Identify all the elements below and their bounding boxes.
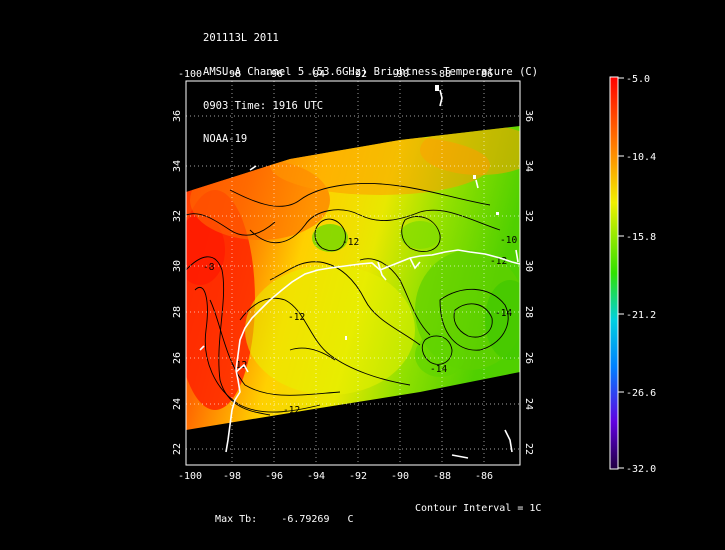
lon-tick-label: -90 <box>391 471 409 482</box>
max-tb-value: -6.79269 <box>281 514 330 525</box>
header-product: AMSU-A Channel 5 (53.6GHz) Brightness Te… <box>203 66 539 78</box>
lat-tick-label: 24 <box>172 398 183 410</box>
colorbar-label: -21.2 <box>626 310 656 321</box>
lon-tick-label: -98 <box>223 69 241 80</box>
colorbar-label: -32.0 <box>626 464 656 475</box>
lat-tick-label: 32 <box>523 210 534 222</box>
lat-tick-label: 22 <box>523 443 534 455</box>
contour-label: -10 <box>500 235 517 246</box>
lat-tick-label: 32 <box>172 210 183 222</box>
lat-tick-label: 24 <box>523 398 534 410</box>
lon-ticks-top: -100 -98 -96 -94 -92 -90 -88 -86 <box>178 69 493 80</box>
contour-label: -12 <box>230 360 247 371</box>
lat-tick-label: 34 <box>523 160 534 172</box>
lat-tick-label: 34 <box>172 160 183 172</box>
lon-tick-label: -98 <box>223 471 241 482</box>
lon-tick-label: -86 <box>475 471 493 482</box>
lon-tick-label: -92 <box>349 471 367 482</box>
contour-label: -12 <box>288 312 305 323</box>
contour-label: -14 <box>430 364 447 375</box>
max-tb: Max Tb: -6.79269 C <box>203 503 354 525</box>
contour-label: -12 <box>490 256 507 267</box>
contour-interval: Contour Interval = 1C <box>415 503 542 514</box>
lat-tick-label: 28 <box>523 306 534 318</box>
lat-tick-label: 22 <box>172 443 183 455</box>
colorbar-label: -15.8 <box>626 232 656 243</box>
contour-label: -14 <box>495 308 512 319</box>
lon-tick-label: -94 <box>307 69 325 80</box>
max-tb-unit: C <box>347 514 354 525</box>
lon-ticks-bottom: -100 -98 -96 -94 -92 -90 -88 -86 <box>178 471 493 482</box>
lon-tick-label: -86 <box>475 69 493 80</box>
max-tb-label: Max Tb: <box>215 514 258 525</box>
lon-tick-label: -96 <box>265 69 283 80</box>
lat-tick-label: 36 <box>523 110 534 122</box>
lat-tick-label: 30 <box>172 260 183 272</box>
lat-tick-label: 26 <box>523 352 534 364</box>
lat-tick-label: 36 <box>172 110 183 122</box>
lat-tick-label: 26 <box>172 352 183 364</box>
contour-label: -12 <box>283 405 300 416</box>
lon-tick-label: -88 <box>433 471 451 482</box>
header-satellite: NOAA-19 <box>203 133 248 146</box>
lat-tick-label: 28 <box>172 306 183 318</box>
colorbar-label: -5.0 <box>626 74 650 85</box>
colorbar-labels: -5.0 -10.4 -15.8 -21.2 -26.6 -32.0 <box>626 74 656 475</box>
colorbar-label: -26.6 <box>626 388 656 399</box>
colorbar <box>609 76 619 470</box>
lon-tick-label: -88 <box>433 69 451 80</box>
coastline <box>199 89 521 459</box>
map-header: 201113L 2011 AMSU-A Channel 5 (53.6GHz) … <box>203 11 538 157</box>
header-date: 201113L 2011 <box>203 32 279 45</box>
lon-tick-label: -100 <box>178 471 202 482</box>
lat-tick-label: 30 <box>523 260 534 272</box>
header-time: 0903 Time: 1916 UTC <box>203 99 324 112</box>
lat-ticks-left: 22 24 26 28 30 32 34 36 <box>172 110 183 455</box>
lon-tick-label: -90 <box>391 69 409 80</box>
lon-tick-label: -92 <box>349 69 367 80</box>
lat-ticks-right: 22 24 26 28 30 32 34 36 <box>523 110 534 455</box>
graticule <box>185 80 521 466</box>
lon-tick-label: -94 <box>307 471 325 482</box>
brightness-swath <box>186 126 520 430</box>
lon-tick-label: -96 <box>265 471 283 482</box>
lon-tick-label: -100 <box>178 69 202 80</box>
colorbar-label: -10.4 <box>626 152 656 163</box>
contour-label: -12 <box>342 237 359 248</box>
contour-label: -8 <box>203 262 215 273</box>
contour-lines <box>186 183 509 416</box>
